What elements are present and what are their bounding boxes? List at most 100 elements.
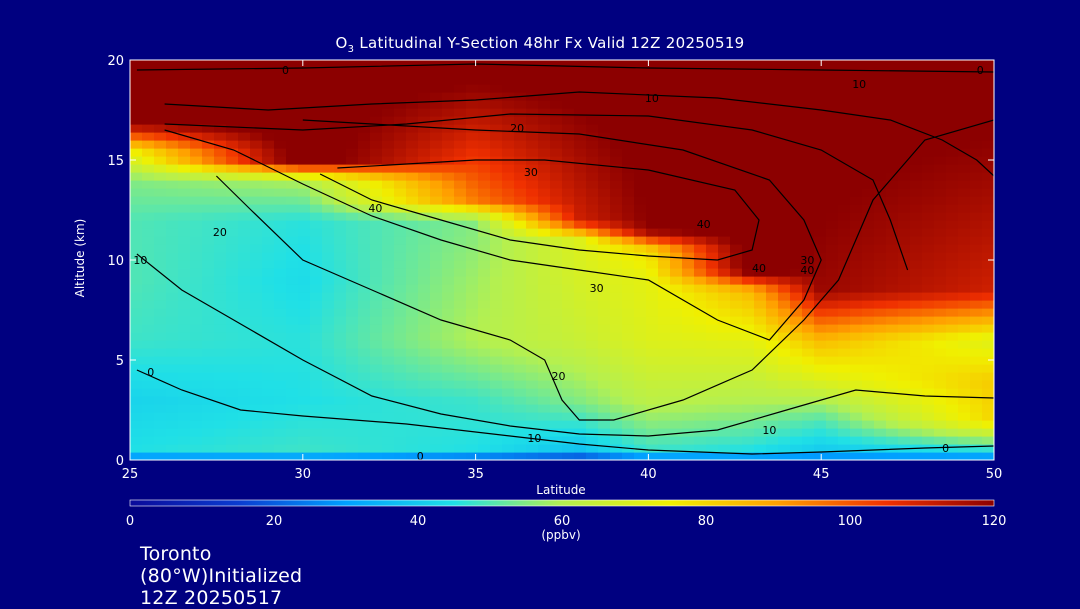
- field-cell: [982, 196, 994, 205]
- field-cell: [646, 324, 659, 333]
- field-cell: [886, 292, 899, 301]
- field-cell: [922, 140, 935, 149]
- field-cell: [538, 396, 551, 405]
- field-cell: [766, 412, 779, 421]
- field-cell: [754, 228, 767, 237]
- field-cell: [382, 300, 395, 309]
- contour-line: [164, 113, 909, 271]
- field-cell: [766, 324, 779, 333]
- field-cell: [706, 220, 719, 229]
- field-cell: [310, 364, 323, 373]
- field-cell: [814, 236, 827, 245]
- field-cell: [190, 412, 203, 421]
- field-cell: [430, 452, 443, 460]
- field-cell: [142, 116, 155, 125]
- field-cell: [190, 324, 203, 333]
- field-cell: [310, 172, 323, 181]
- field-cell: [598, 452, 611, 460]
- field-cell: [562, 324, 575, 333]
- field-cell: [502, 244, 515, 253]
- field-cell: [562, 116, 575, 125]
- field-cell: [970, 92, 983, 101]
- field-cell: [778, 396, 791, 405]
- field-cell: [682, 100, 695, 109]
- field-cell: [334, 428, 347, 437]
- field-cell: [226, 276, 239, 285]
- field-cell: [778, 244, 791, 253]
- field-cell: [910, 196, 923, 205]
- field-cell: [430, 180, 443, 189]
- field-cell: [166, 428, 179, 437]
- field-cell: [514, 196, 527, 205]
- field-cell: [982, 140, 994, 149]
- field-cell: [634, 292, 647, 301]
- field-cell: [190, 244, 203, 253]
- field-cell: [382, 92, 395, 101]
- field-cell: [370, 308, 383, 317]
- field-cell: [394, 156, 407, 165]
- field-cell: [718, 444, 731, 453]
- field-cell: [562, 124, 575, 133]
- field-cell: [262, 180, 275, 189]
- field-cell: [898, 348, 911, 357]
- field-cell: [346, 188, 359, 197]
- field-cell: [562, 284, 575, 293]
- field-cell: [226, 244, 239, 253]
- field-cell: [646, 124, 659, 133]
- field-cell: [682, 188, 695, 197]
- field-cell: [766, 388, 779, 397]
- field-cell: [274, 452, 287, 460]
- field-cell: [490, 436, 503, 445]
- field-cell: [982, 412, 994, 421]
- field-cell: [454, 292, 467, 301]
- field-cell: [370, 404, 383, 413]
- field-cell: [934, 396, 947, 405]
- field-cell: [322, 244, 335, 253]
- field-cell: [970, 228, 983, 237]
- field-cell: [550, 276, 563, 285]
- field-cell: [262, 396, 275, 405]
- field-cell: [766, 420, 779, 429]
- field-cell: [682, 388, 695, 397]
- field-cell: [214, 276, 227, 285]
- field-cell: [334, 60, 347, 69]
- field-cell: [502, 404, 515, 413]
- field-cell: [286, 364, 299, 373]
- y-tick-label: 0: [116, 454, 124, 469]
- field-cell: [334, 444, 347, 453]
- field-cell: [802, 428, 815, 437]
- field-cell: [694, 332, 707, 341]
- field-cell: [886, 140, 899, 149]
- x-tick-label: 25: [122, 467, 139, 482]
- field-cell: [238, 356, 251, 365]
- field-cell: [490, 244, 503, 253]
- field-cell: [442, 308, 455, 317]
- field-cell: [538, 108, 551, 117]
- field-cell: [238, 220, 251, 229]
- field-cell: [490, 428, 503, 437]
- field-cell: [610, 452, 623, 460]
- field-cell: [406, 228, 419, 237]
- field-cell: [958, 284, 971, 293]
- field-cell: [826, 396, 839, 405]
- field-cell: [238, 404, 251, 413]
- field-cell: [358, 236, 371, 245]
- field-cell: [442, 140, 455, 149]
- field-cell: [802, 204, 815, 213]
- field-cell: [898, 228, 911, 237]
- field-cell: [970, 172, 983, 181]
- field-cell: [526, 76, 539, 85]
- field-cell: [634, 196, 647, 205]
- field-cell: [898, 164, 911, 173]
- field-cell: [958, 308, 971, 317]
- field-cell: [394, 444, 407, 453]
- field-cell: [826, 84, 839, 93]
- field-cell: [226, 164, 239, 173]
- field-cell: [310, 348, 323, 357]
- field-cell: [214, 404, 227, 413]
- field-cell: [166, 348, 179, 357]
- field-cell: [934, 276, 947, 285]
- field-cell: [694, 92, 707, 101]
- field-cell: [190, 308, 203, 317]
- field-cell: [850, 340, 863, 349]
